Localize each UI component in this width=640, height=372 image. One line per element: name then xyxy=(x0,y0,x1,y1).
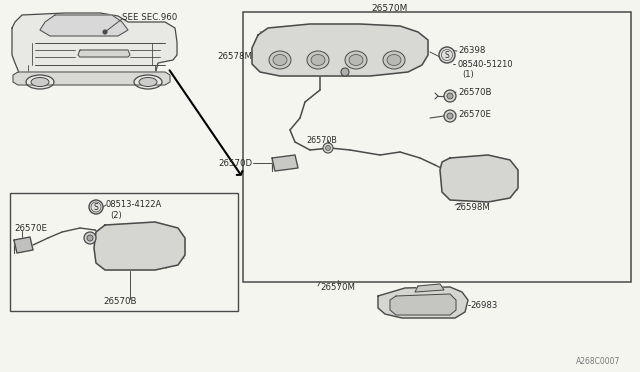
Text: A268C0007: A268C0007 xyxy=(575,357,620,366)
Circle shape xyxy=(444,110,456,122)
Polygon shape xyxy=(252,24,428,76)
Text: SEE SEC.960: SEE SEC.960 xyxy=(122,13,177,22)
Polygon shape xyxy=(13,72,170,85)
Text: 26570B: 26570B xyxy=(103,298,137,307)
Polygon shape xyxy=(12,13,177,82)
Ellipse shape xyxy=(139,77,157,87)
Ellipse shape xyxy=(349,55,363,65)
Text: S: S xyxy=(93,202,99,212)
Text: 08540-51210: 08540-51210 xyxy=(458,60,514,68)
Polygon shape xyxy=(390,294,456,315)
Ellipse shape xyxy=(311,55,325,65)
Ellipse shape xyxy=(387,55,401,65)
Text: 26570E: 26570E xyxy=(14,224,47,232)
Ellipse shape xyxy=(269,51,291,69)
Polygon shape xyxy=(415,284,444,292)
Text: S: S xyxy=(445,51,449,60)
Circle shape xyxy=(447,93,453,99)
Ellipse shape xyxy=(345,51,367,69)
Circle shape xyxy=(103,30,107,34)
Circle shape xyxy=(89,200,103,214)
Circle shape xyxy=(447,113,453,119)
Text: 26983: 26983 xyxy=(470,301,497,310)
Text: 26570M: 26570M xyxy=(372,3,408,13)
Polygon shape xyxy=(440,155,518,202)
Circle shape xyxy=(341,68,349,76)
Text: 26570B: 26570B xyxy=(307,135,337,144)
Bar xyxy=(10,193,238,311)
Polygon shape xyxy=(40,15,128,36)
Text: 08513-4122A: 08513-4122A xyxy=(106,199,163,208)
Ellipse shape xyxy=(383,51,405,69)
Circle shape xyxy=(84,232,96,244)
Circle shape xyxy=(326,145,330,151)
Ellipse shape xyxy=(307,51,329,69)
Polygon shape xyxy=(14,237,33,253)
Circle shape xyxy=(444,90,456,102)
Ellipse shape xyxy=(273,55,287,65)
Polygon shape xyxy=(378,287,468,318)
Bar xyxy=(243,12,631,282)
Text: (1): (1) xyxy=(462,70,474,78)
Ellipse shape xyxy=(26,75,54,89)
Text: 26570E: 26570E xyxy=(458,109,491,119)
Ellipse shape xyxy=(31,77,49,87)
Text: 26570B: 26570B xyxy=(458,87,492,96)
Text: 26398: 26398 xyxy=(458,45,485,55)
Polygon shape xyxy=(272,155,298,171)
Ellipse shape xyxy=(134,75,162,89)
Text: 26570D: 26570D xyxy=(218,158,252,167)
Polygon shape xyxy=(94,222,185,270)
Text: (2): (2) xyxy=(110,211,122,219)
Circle shape xyxy=(439,47,455,63)
Polygon shape xyxy=(78,50,130,57)
Text: 26598M: 26598M xyxy=(455,202,490,212)
Circle shape xyxy=(87,235,93,241)
Circle shape xyxy=(323,143,333,153)
Text: 26578M: 26578M xyxy=(217,51,252,61)
Text: 26570M: 26570M xyxy=(320,283,355,292)
